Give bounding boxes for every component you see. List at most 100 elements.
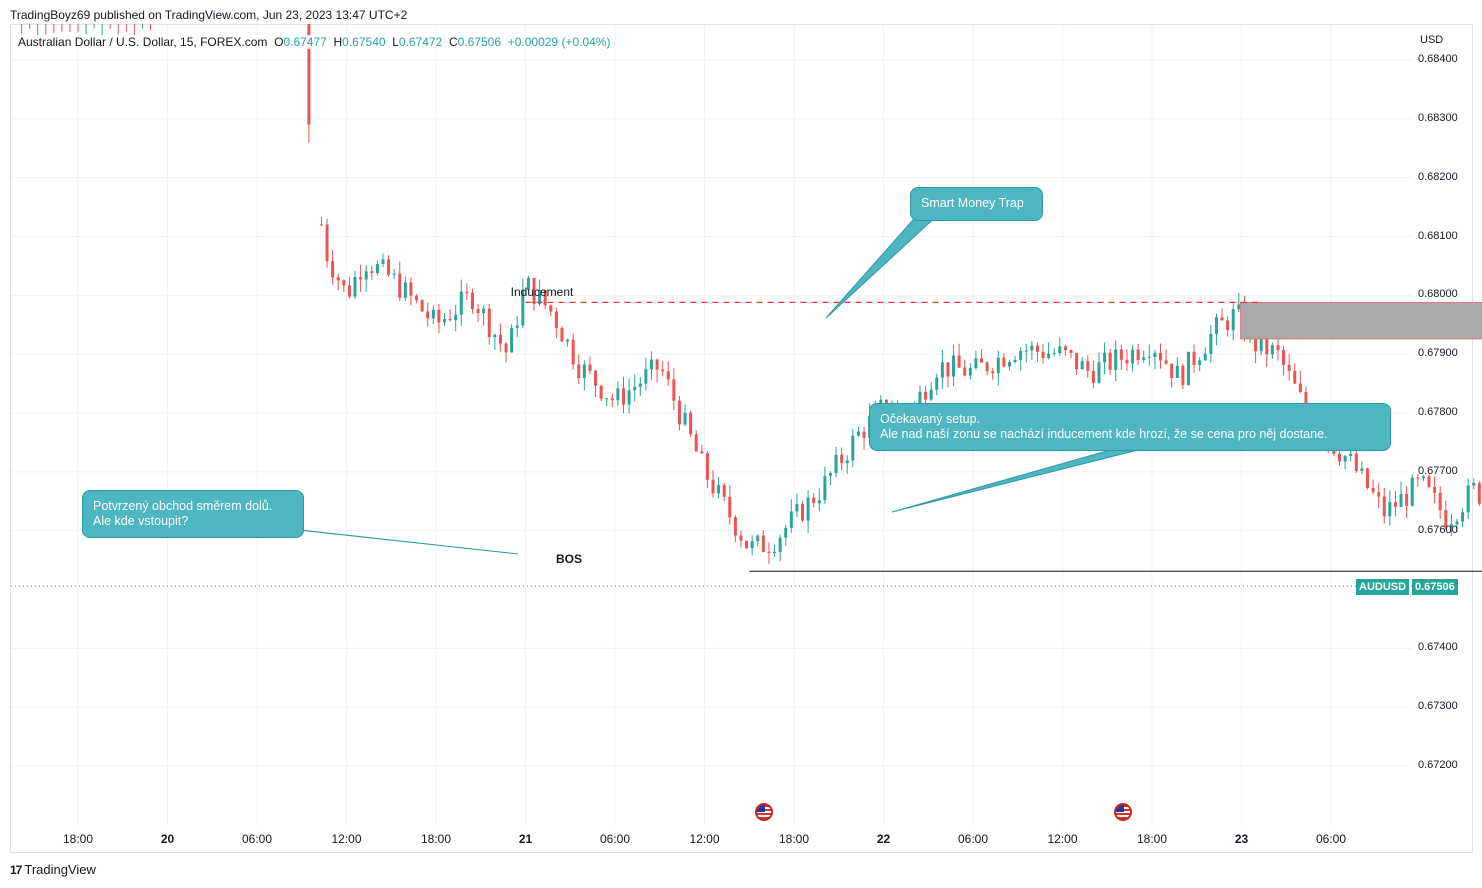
- symbol-name: Australian Dollar / U.S. Dollar, 15, FOR…: [18, 35, 268, 49]
- candle-body: [510, 327, 514, 353]
- callout-expected-setup[interactable]: Očekavaný setup. Ale nad naší zonu se na…: [869, 403, 1391, 451]
- candle-body: [1220, 317, 1224, 321]
- candle-body: [1114, 349, 1118, 370]
- symbol-legend[interactable]: Australian Dollar / U.S. Dollar, 15, FOR…: [18, 35, 615, 49]
- candle-body: [504, 343, 508, 353]
- candle-body: [789, 511, 793, 528]
- chart-frame[interactable]: [10, 24, 1473, 853]
- time-tick-label: 23: [1234, 832, 1249, 846]
- candle-body: [1136, 349, 1140, 361]
- candle-body: [817, 500, 821, 504]
- close-value: 0.67506: [457, 35, 502, 49]
- candle-body: [370, 271, 374, 274]
- price-tick-label: 0.67900: [1418, 347, 1458, 360]
- candle-body: [426, 311, 430, 319]
- candle-body: [375, 264, 379, 274]
- candle-body: [957, 355, 961, 368]
- candle-body: [1181, 365, 1185, 386]
- candle-body: [1097, 362, 1101, 383]
- time-tick-label: 18:00: [62, 832, 94, 846]
- candle-body: [1153, 352, 1157, 357]
- candle-body: [560, 328, 564, 342]
- symbol-price-tag: AUDUSD: [1356, 579, 1410, 595]
- price-tick-label: 0.67400: [1418, 641, 1458, 654]
- us-flag-event-icon[interactable]: [1114, 803, 1132, 821]
- candle-body: [476, 309, 480, 314]
- price-tick-label: 0.67200: [1418, 759, 1458, 771]
- candle-body: [1192, 351, 1196, 365]
- candle-body: [470, 292, 474, 310]
- price-tick-label: 0.67300: [1418, 700, 1458, 713]
- candle-body: [554, 311, 558, 329]
- candle-body: [1433, 486, 1437, 493]
- candle-body: [594, 370, 598, 386]
- candle-body: [761, 535, 765, 552]
- candle-body: [823, 475, 827, 501]
- candle-body: [856, 431, 860, 436]
- candle-body: [1131, 349, 1135, 364]
- candle-body: [398, 273, 402, 298]
- candle-body: [1298, 383, 1302, 393]
- candle-body: [767, 551, 771, 554]
- candle-body: [1461, 512, 1465, 522]
- candle-body: [1069, 350, 1073, 353]
- candle-body: [571, 339, 575, 365]
- candle-body: [655, 359, 659, 370]
- candle-body: [694, 434, 698, 452]
- time-tick-label: 21: [518, 832, 533, 846]
- candle-body: [526, 278, 530, 290]
- candle-body: [538, 290, 542, 304]
- candle-body: [1091, 370, 1095, 383]
- candle-body: [1075, 352, 1079, 370]
- candle-body: [1365, 468, 1369, 488]
- candle-body: [812, 497, 816, 504]
- bos-label: BOS: [555, 552, 583, 566]
- candle-body: [963, 367, 967, 376]
- candle-body: [1052, 353, 1056, 355]
- candle-body: [633, 386, 637, 391]
- candle-body: [946, 362, 950, 377]
- candle-body: [1405, 494, 1409, 506]
- candle-body: [1377, 492, 1381, 497]
- candle-body: [739, 535, 743, 541]
- open-value: 0.67477: [283, 35, 327, 49]
- candle-body: [1282, 350, 1286, 365]
- candle-body: [1007, 362, 1011, 367]
- candle-body: [381, 259, 385, 265]
- candle-body: [795, 503, 799, 512]
- candle-body: [1455, 521, 1459, 525]
- candle-body: [566, 339, 570, 342]
- candle-body: [1472, 482, 1476, 486]
- candle-body: [689, 412, 693, 435]
- time-tick-label: 12:00: [1047, 832, 1078, 846]
- price-tick-label: 0.68400: [1418, 53, 1458, 65]
- callout-pointer: [279, 527, 519, 555]
- candle-body: [1186, 351, 1190, 386]
- time-tick-label: 12:00: [689, 832, 720, 846]
- candle-body: [784, 527, 788, 538]
- candle-body: [666, 371, 670, 380]
- candle-body: [638, 383, 642, 387]
- time-tick-label: 22: [876, 832, 891, 846]
- candle-body: [801, 503, 805, 521]
- us-flag-event-icon[interactable]: [755, 803, 773, 821]
- price-tick-label: 0.68000: [1418, 288, 1458, 301]
- callout-pointer: [891, 449, 1139, 513]
- candle-body: [1466, 485, 1470, 513]
- candle-body: [845, 460, 849, 464]
- currency-label: USD: [1420, 34, 1444, 46]
- candle-body: [1360, 468, 1364, 471]
- candle-body: [1047, 353, 1051, 359]
- candle-body: [1231, 309, 1235, 331]
- tradingview-logo-icon: 17: [10, 863, 22, 877]
- candle-body: [1265, 335, 1269, 355]
- price-tick-label: 0.67700: [1418, 464, 1458, 477]
- callout-confirmed-trade[interactable]: Potvrzený obchod směrem dolů. Ale kde vs…: [82, 490, 304, 538]
- candle-body: [403, 282, 407, 298]
- candle-body: [985, 362, 989, 372]
- candle-body: [1209, 333, 1213, 354]
- candle-body: [498, 334, 502, 344]
- callout-smart-money-trap[interactable]: Smart Money Trap: [910, 187, 1043, 221]
- candle-body: [543, 290, 547, 306]
- candle-body: [649, 359, 653, 370]
